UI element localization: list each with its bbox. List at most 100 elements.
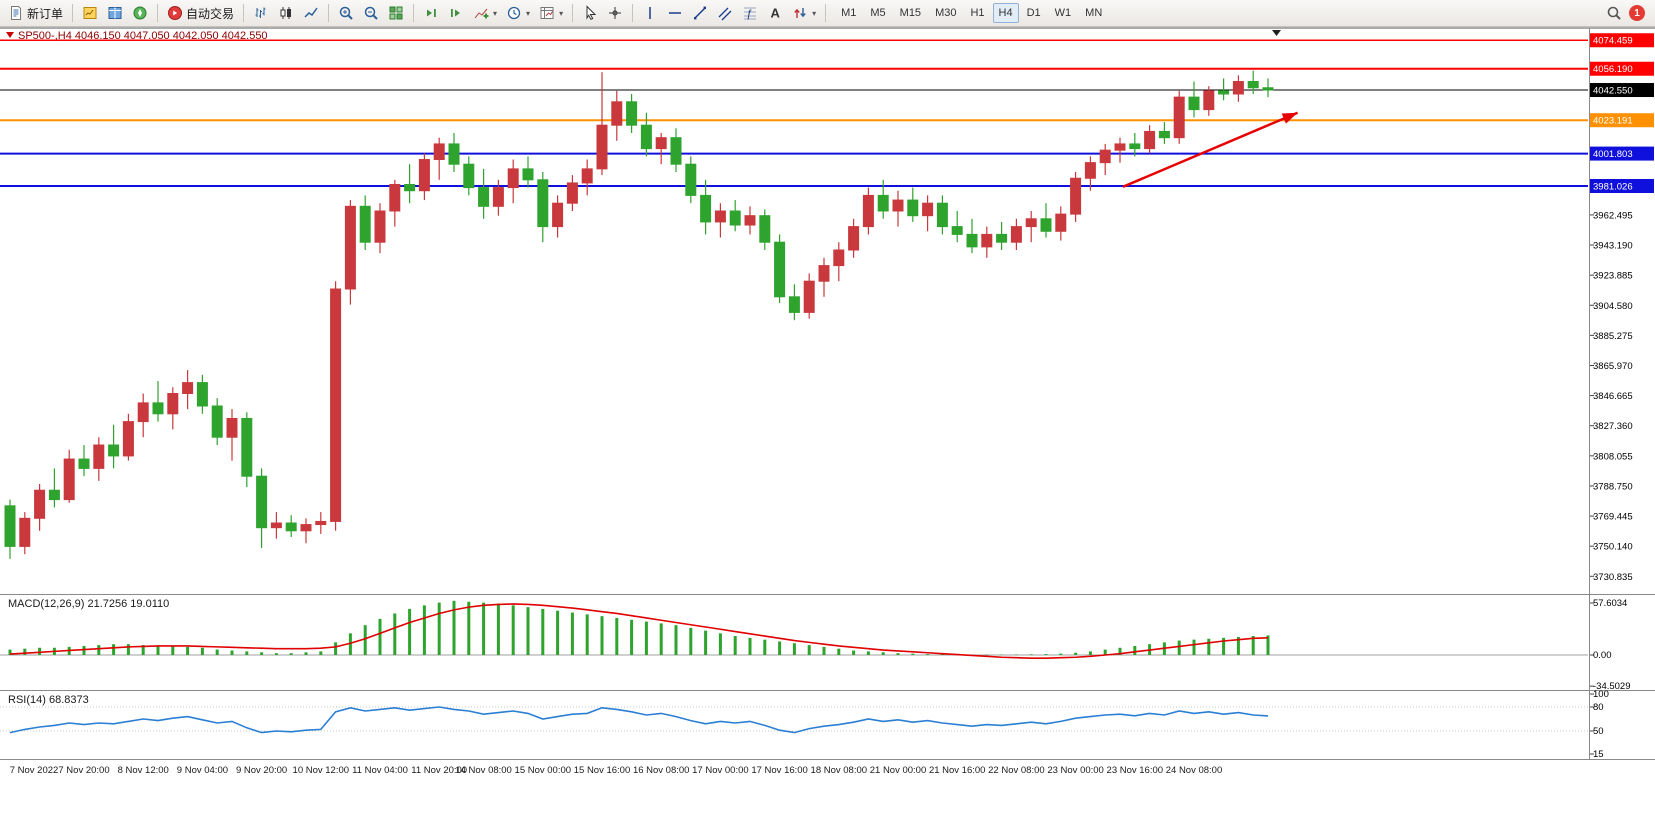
candle-body bbox=[315, 520, 327, 526]
separator bbox=[157, 4, 159, 22]
chart-area[interactable]: 4074.459 4056.190 4042.550 4023.191 4001.803… bbox=[0, 27, 1655, 827]
templates-button[interactable]: ▾ bbox=[535, 2, 567, 24]
zoom-in-button[interactable] bbox=[334, 2, 358, 24]
timeframe-h1[interactable]: H1 bbox=[970, 7, 985, 19]
price-badge-label: 4042.550 bbox=[1593, 86, 1633, 97]
candle-body bbox=[478, 187, 490, 207]
trendline-button[interactable] bbox=[688, 2, 712, 24]
candle-body bbox=[48, 489, 60, 501]
candle-body bbox=[700, 194, 712, 223]
timeframe-m30[interactable]: M30 bbox=[935, 7, 957, 19]
candle-body bbox=[803, 280, 815, 313]
candle-body bbox=[1247, 81, 1259, 89]
timeframe-h4[interactable]: H4 bbox=[992, 3, 1019, 23]
candle-body bbox=[596, 124, 608, 170]
timeframe-m15[interactable]: M15 bbox=[899, 7, 922, 19]
price-axis-label: 3827.360 bbox=[1593, 421, 1633, 432]
trend-arrow-line[interactable] bbox=[1122, 111, 1299, 188]
candle-body bbox=[93, 444, 105, 469]
candle-body bbox=[196, 382, 208, 407]
time-axis-label: 21 Nov 16:00 bbox=[929, 765, 986, 776]
candle-body bbox=[685, 163, 697, 196]
new-order-icon bbox=[8, 5, 24, 21]
add-indicator-button[interactable]: ▾ bbox=[469, 2, 501, 24]
time-axis-label: 16 Nov 08:00 bbox=[633, 765, 690, 776]
sell-marker-icon bbox=[6, 32, 14, 38]
tile-windows-button[interactable] bbox=[384, 2, 408, 24]
time-axis-label: 7 Nov 20:00 bbox=[58, 765, 109, 776]
price-axis-label: 3808.055 bbox=[1593, 451, 1633, 462]
candle-body bbox=[744, 215, 756, 226]
scroll-marker-icon[interactable] bbox=[1272, 30, 1281, 36]
autotrade-icon bbox=[167, 5, 183, 21]
candle-body bbox=[1173, 96, 1185, 139]
dropdown-caret: ▾ bbox=[493, 8, 498, 18]
market-watch-button[interactable] bbox=[78, 2, 102, 24]
candle-body bbox=[759, 215, 771, 243]
horizontal-line-button[interactable] bbox=[663, 2, 687, 24]
candle-body bbox=[611, 101, 623, 126]
time-axis-label: 11 Nov 04:00 bbox=[352, 765, 408, 776]
time-axis-label: 18 Nov 08:00 bbox=[811, 765, 868, 776]
vertical-line-button[interactable] bbox=[638, 2, 662, 24]
candle-body bbox=[167, 393, 179, 415]
tile-windows-icon bbox=[388, 5, 404, 21]
periods-icon bbox=[506, 5, 522, 21]
data-window-button[interactable] bbox=[103, 2, 127, 24]
navigator-button[interactable] bbox=[128, 2, 152, 24]
bar-chart-button[interactable] bbox=[249, 2, 273, 24]
candle-chart-button[interactable] bbox=[274, 2, 298, 24]
candle-body bbox=[1262, 87, 1274, 91]
separator bbox=[328, 4, 330, 22]
candle-body bbox=[1070, 177, 1082, 215]
rsi-label: RSI(14) 68.8373 bbox=[8, 694, 89, 706]
text-tool-button[interactable]: A bbox=[763, 2, 787, 24]
navigator-icon bbox=[132, 5, 148, 21]
line-chart-button[interactable] bbox=[299, 2, 323, 24]
chart-shift-button[interactable] bbox=[444, 2, 468, 24]
time-axis-label: 23 Nov 00:00 bbox=[1047, 765, 1104, 776]
timeframe-d1[interactable]: D1 bbox=[1026, 7, 1041, 19]
candle-body bbox=[463, 163, 475, 189]
templates-icon bbox=[539, 5, 555, 21]
candle-body bbox=[34, 489, 46, 519]
fibonacci-button[interactable]: ƒ bbox=[738, 2, 762, 24]
candle-body bbox=[1055, 213, 1067, 232]
time-axis-label: 11 Nov 20:00 bbox=[411, 765, 467, 776]
search-icon bbox=[1606, 5, 1622, 21]
candle-body bbox=[566, 182, 578, 204]
autotrade-button[interactable]: 自动交易 bbox=[163, 2, 238, 24]
auto-scroll-button[interactable] bbox=[419, 2, 443, 24]
periods-button[interactable]: ▾ bbox=[502, 2, 534, 24]
channel-button[interactable] bbox=[713, 2, 737, 24]
cursor-button[interactable] bbox=[578, 2, 602, 24]
arrows-tool-button[interactable]: ▾ bbox=[788, 2, 820, 24]
timeframe-mn[interactable]: MN bbox=[1085, 7, 1103, 19]
new-order-button[interactable]: 新订单 bbox=[4, 2, 67, 24]
notification-badge[interactable]: 1 bbox=[1629, 5, 1645, 21]
candle-body bbox=[211, 405, 223, 438]
search-button[interactable] bbox=[1602, 2, 1626, 24]
rsi-line bbox=[9, 706, 1269, 734]
price-badge-label: 4056.190 bbox=[1593, 64, 1633, 75]
candle-body bbox=[788, 296, 800, 313]
channel-icon bbox=[717, 5, 733, 21]
candle-body bbox=[359, 205, 371, 243]
candle-body bbox=[374, 210, 386, 243]
trend-arrow-head[interactable] bbox=[1281, 112, 1298, 124]
candle-body bbox=[1188, 96, 1200, 111]
timeframe-m1[interactable]: M1 bbox=[841, 7, 857, 19]
zoom-out-button[interactable] bbox=[359, 2, 383, 24]
chart-title: SP500-,H4 4046.150 4047.050 4042.050 404… bbox=[18, 30, 268, 42]
candle-body bbox=[182, 382, 194, 395]
candle-body bbox=[833, 249, 845, 267]
price-axis-label: 3904.580 bbox=[1593, 301, 1633, 312]
timeframe-m5[interactable]: M5 bbox=[870, 7, 886, 19]
timeframe-w1[interactable]: W1 bbox=[1054, 7, 1072, 19]
price-badge-label: 4074.459 bbox=[1593, 36, 1633, 47]
candle-body bbox=[389, 183, 401, 212]
new-order-label: 新订单 bbox=[27, 6, 64, 21]
price-axis-label: 3865.970 bbox=[1593, 361, 1633, 372]
price-axis-label: 3769.445 bbox=[1593, 512, 1633, 523]
crosshair-button[interactable] bbox=[603, 2, 627, 24]
